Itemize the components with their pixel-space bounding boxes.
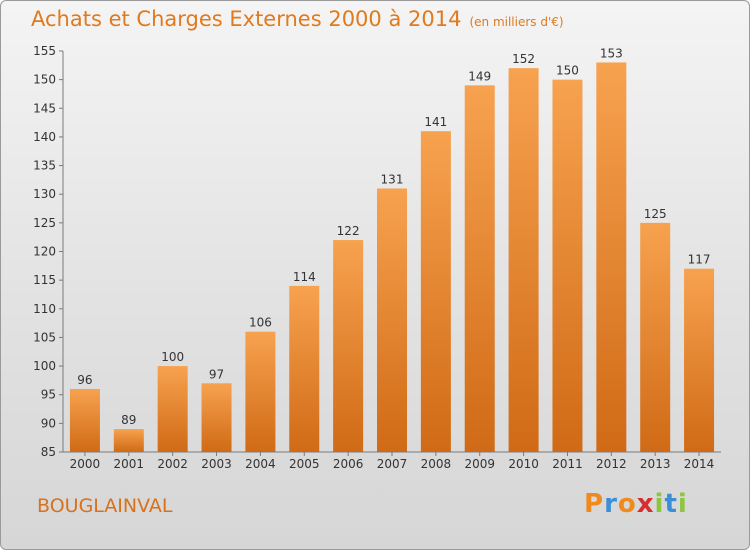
x-tick-label-2010: 2010: [508, 457, 539, 471]
data-label-2001: 89: [121, 413, 136, 427]
bar-2010: [508, 68, 539, 452]
data-label-2005: 114: [293, 270, 316, 284]
bar-2009: [464, 85, 495, 452]
y-tick-label: 125: [33, 216, 56, 230]
bar-2006: [333, 240, 364, 452]
bar-2000: [69, 388, 100, 452]
x-tick-label-2004: 2004: [245, 457, 276, 471]
x-tick-label-2003: 2003: [201, 457, 232, 471]
y-tick-label: 90: [41, 416, 56, 430]
bar-2007: [377, 188, 407, 452]
logo-letter: x: [636, 489, 655, 519]
data-label-2002: 100: [161, 350, 184, 364]
bar-2014: [684, 268, 715, 452]
logo-letter: o: [617, 489, 637, 519]
data-label-2004: 106: [249, 316, 272, 330]
bar-2013: [640, 222, 671, 452]
y-tick-label: 95: [41, 388, 56, 402]
x-tick-label-2013: 2013: [640, 457, 671, 471]
data-label-2013: 125: [644, 207, 667, 221]
data-label-2006: 122: [337, 224, 360, 238]
data-label-2009: 149: [468, 69, 491, 83]
logo-letter: r: [604, 489, 618, 519]
data-label-2007: 131: [381, 172, 404, 186]
chart-y-tick-labels: 85 90 95 100 105 110 115 120 125 130 135 140 145 150 1…: [33, 44, 63, 459]
y-tick-label: 135: [33, 159, 56, 173]
logo-letter: t: [664, 489, 678, 519]
bar-2004: [245, 331, 276, 452]
proxiti-logo: Proxiti: [584, 489, 688, 519]
y-tick-label: 120: [33, 245, 56, 259]
x-tick-label-2008: 2008: [421, 457, 452, 471]
bar-2001: [113, 429, 144, 452]
chart-title-text: Achats et Charges Externes 2000 à 2014: [31, 7, 462, 31]
y-tick-label: 145: [33, 101, 56, 115]
x-tick-label-2011: 2011: [552, 457, 583, 471]
bar-2008: [420, 131, 451, 452]
data-label-2012: 153: [600, 46, 623, 60]
y-tick-label: 140: [33, 130, 56, 144]
chart-bars: [69, 62, 715, 453]
y-tick-label: 155: [33, 44, 56, 58]
logo-letter: i: [654, 489, 665, 519]
x-tick-label-2000: 2000: [70, 457, 101, 471]
chart-title: Achats et Charges Externes 2000 à 2014 (e…: [31, 7, 564, 31]
y-tick-label: 130: [33, 187, 56, 201]
data-label-2010: 152: [512, 52, 535, 66]
x-tick-label-2012: 2012: [596, 457, 627, 471]
bar-2005: [289, 285, 320, 452]
chart-subtitle: (en milliers d'€): [469, 15, 564, 29]
y-tick-label: 85: [41, 445, 56, 459]
x-tick-label-2014: 2014: [684, 457, 715, 471]
data-label-2000: 96: [77, 373, 92, 387]
x-tick-label-2005: 2005: [289, 457, 320, 471]
chart-data-labels: 96 89 100 97 106 114 122 131 141 149 152 150 153 125 1…: [77, 46, 710, 427]
bar-2003: [201, 383, 232, 452]
y-tick-label: 100: [33, 359, 56, 373]
bar-2002: [157, 366, 188, 452]
y-tick-label: 110: [33, 302, 56, 316]
y-tick-label: 115: [33, 273, 56, 287]
x-tick-label-2002: 2002: [157, 457, 188, 471]
x-tick-label-2001: 2001: [114, 457, 145, 471]
chart-x-tick-labels: 2000 2001 2002 2003 2004 2005 2006 2007 2008 2009…: [70, 452, 715, 471]
x-tick-label-2007: 2007: [377, 457, 408, 471]
x-tick-label-2009: 2009: [464, 457, 495, 471]
data-label-2008: 141: [424, 115, 447, 129]
commune-name: BOUGLAINVAL: [37, 495, 173, 517]
y-tick-label: 105: [33, 330, 56, 344]
bar-2012: [596, 62, 627, 452]
bar-2011: [552, 79, 583, 453]
data-label-2014: 117: [688, 253, 711, 267]
data-label-2011: 150: [556, 64, 579, 78]
logo-letter: i: [677, 489, 688, 519]
data-label-2003: 97: [209, 367, 224, 381]
x-tick-label-2006: 2006: [333, 457, 364, 471]
y-tick-label: 150: [33, 73, 56, 87]
logo-letter: P: [584, 489, 605, 519]
